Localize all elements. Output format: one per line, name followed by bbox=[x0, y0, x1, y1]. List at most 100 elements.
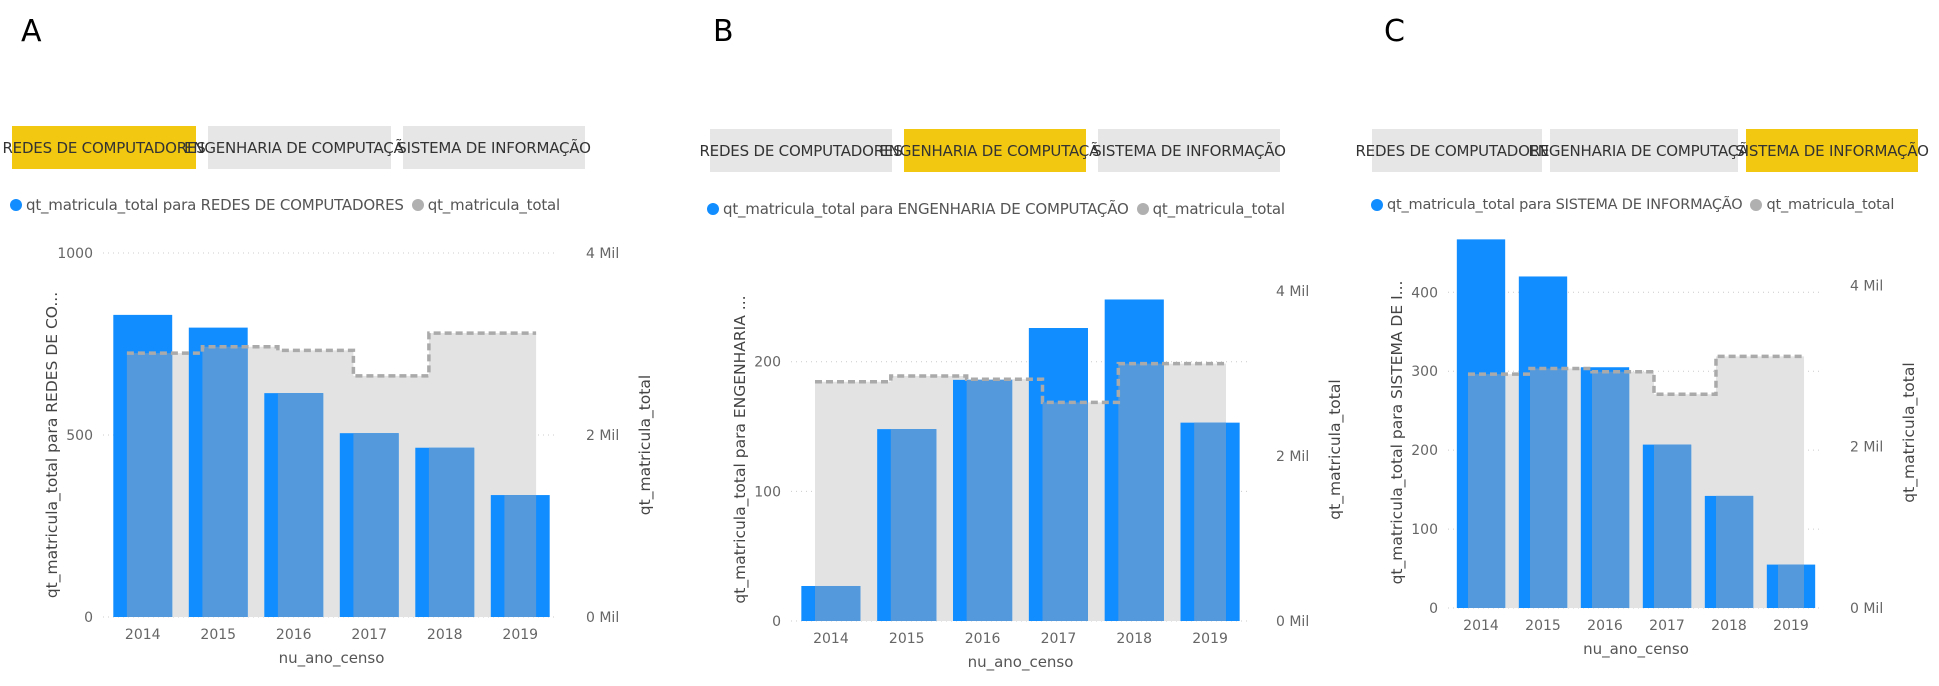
y-axis-title: qt_matricula_total para REDES DE CO... bbox=[43, 292, 62, 598]
bar-overlap bbox=[1591, 371, 1630, 608]
x-tick-label: 2017 bbox=[1041, 631, 1077, 647]
bar-overlap bbox=[126, 353, 173, 617]
slicer-button-engenharia[interactable]: ENGENHARIA DE COMPUTAÇÃO bbox=[1529, 129, 1760, 172]
panel-letter: A bbox=[21, 14, 42, 49]
combo-chart: 0 100 200 300 400 0 Mil 2 Mil 4 Mil 2014 2015 2016… bbox=[1388, 239, 1919, 659]
y-tick-label: 100 bbox=[754, 484, 781, 500]
slicer-button-engenharia[interactable]: ENGENHARIA DE COMPUTAÇÃO bbox=[880, 129, 1111, 172]
total-area bbox=[1467, 356, 1805, 608]
bar-overlap bbox=[1777, 564, 1805, 608]
x-tick-label: 2019 bbox=[1192, 631, 1228, 647]
course-slicer: REDES DE COMPUTADORES ENGENHARIA DE COMP… bbox=[1355, 129, 1929, 172]
y-tick-label: 0 bbox=[772, 614, 781, 630]
bar-overlap bbox=[1042, 402, 1088, 621]
legend-dot-icon bbox=[411, 199, 424, 211]
bar-overlap bbox=[1467, 374, 1506, 608]
legend-item-course[interactable]: qt_matricula_total para SISTEMA DE INFOR… bbox=[1369, 197, 1743, 213]
combo-chart: 0 100 200 0 Mil 2 Mil 4 Mil 2014 2015 2016 2017 20… bbox=[731, 284, 1345, 672]
legend-label: qt_matricula_total bbox=[1152, 200, 1285, 218]
bar-overlap bbox=[814, 585, 861, 621]
y-tick-label: 300 bbox=[1411, 364, 1438, 380]
bar-overlap bbox=[428, 447, 475, 617]
x-tick-label: 2019 bbox=[1773, 618, 1809, 634]
x-tick-label: 2014 bbox=[125, 627, 161, 643]
y2-tick-label: 0 Mil bbox=[1850, 601, 1883, 617]
legend: qt_matricula_total para SISTEMA DE INFOR… bbox=[1369, 197, 1900, 213]
legend-label: qt_matricula_total para ENGENHARIA DE CO… bbox=[723, 200, 1129, 218]
legend-dot-icon bbox=[1371, 199, 1383, 211]
y2-tick-label: 4 Mil bbox=[1276, 284, 1309, 300]
legend-dot-icon bbox=[1136, 203, 1149, 215]
y2-axis-title: qt_matricula_total bbox=[1900, 362, 1919, 502]
bar-overlap bbox=[1529, 368, 1568, 608]
bar-overlap bbox=[277, 393, 324, 617]
y-tick-label: 0 bbox=[1429, 601, 1438, 617]
y2-axis-title: qt_matricula_total bbox=[1326, 379, 1345, 519]
bar-overlap bbox=[1715, 495, 1754, 608]
y-tick-label: 200 bbox=[1411, 443, 1438, 459]
course-slicer: REDES DE COMPUTADORES ENGENHARIA DE COMP… bbox=[699, 129, 1286, 172]
slicer-button-sistema[interactable]: SISTEMA DE INFORMAÇÃO bbox=[1735, 129, 1929, 172]
legend-label: qt_matricula_total bbox=[1766, 197, 1895, 213]
y2-tick-label: 2 Mil bbox=[1850, 440, 1883, 456]
x-tick-label: 2018 bbox=[1116, 631, 1152, 647]
panel-c: C REDES DE COMPUTADORES ENGENHARIA DE CO… bbox=[1355, 0, 1939, 686]
x-tick-label: 2015 bbox=[200, 627, 236, 643]
y2-tick-label: 2 Mil bbox=[586, 428, 619, 444]
legend-dot-icon bbox=[10, 199, 22, 211]
legend-label: qt_matricula_total para REDES DE COMPUTA… bbox=[26, 196, 404, 214]
slicer-button-sistema[interactable]: SISTEMA DE INFORMAÇÃO bbox=[397, 126, 591, 169]
y-tick-label: 400 bbox=[1411, 285, 1438, 301]
legend-dot-icon bbox=[707, 203, 719, 215]
x-tick-label: 2015 bbox=[889, 631, 925, 647]
slicer-button-redes[interactable]: REDES DE COMPUTADORES bbox=[2, 126, 206, 169]
legend-label: qt_matricula_total bbox=[427, 196, 560, 214]
slicer-button-engenharia[interactable]: ENGENHARIA DE COMPUTAÇÃO bbox=[184, 126, 415, 169]
x-axis-title: nu_ano_censo bbox=[968, 653, 1074, 672]
y2-tick-label: 0 Mil bbox=[1276, 614, 1309, 630]
bar-overlap bbox=[966, 379, 1013, 621]
x-axis-title: nu_ano_censo bbox=[279, 649, 385, 668]
total-line bbox=[126, 331, 537, 378]
x-tick-label: 2018 bbox=[427, 627, 463, 643]
legend: qt_matricula_total para REDES DE COMPUTA… bbox=[8, 196, 566, 214]
y-tick-label: 200 bbox=[754, 355, 781, 371]
slicer-button-redes[interactable]: REDES DE COMPUTADORES bbox=[699, 129, 903, 172]
legend-item-total[interactable]: qt_matricula_total bbox=[410, 196, 560, 214]
x-tick-label: 2014 bbox=[1463, 618, 1499, 634]
bar-overlap bbox=[1118, 363, 1164, 621]
y2-tick-label: 4 Mil bbox=[586, 246, 619, 262]
course-slicer: REDES DE COMPUTADORES ENGENHARIA DE COMP… bbox=[2, 126, 591, 169]
bar-overlap bbox=[890, 429, 937, 621]
panel-letter: B bbox=[713, 14, 734, 49]
y-axis-title: qt_matricula_total para SISTEMA DE I... bbox=[1388, 281, 1407, 585]
y2-tick-label: 2 Mil bbox=[1276, 449, 1309, 465]
x-tick-label: 2016 bbox=[965, 631, 1001, 647]
legend-dot-icon bbox=[1750, 199, 1763, 211]
bar-overlap bbox=[1653, 444, 1692, 608]
total-line bbox=[814, 361, 1227, 405]
legend-item-course[interactable]: qt_matricula_total para REDES DE COMPUTA… bbox=[8, 196, 404, 214]
legend-item-course[interactable]: qt_matricula_total para ENGENHARIA DE CO… bbox=[705, 200, 1129, 218]
slicer-button-redes[interactable]: REDES DE COMPUTADORES bbox=[1355, 129, 1559, 172]
y2-tick-label: 4 Mil bbox=[1850, 278, 1883, 294]
total-area bbox=[126, 333, 537, 617]
legend-item-total[interactable]: qt_matricula_total bbox=[1135, 200, 1285, 218]
x-tick-label: 2019 bbox=[502, 627, 538, 643]
x-tick-label: 2016 bbox=[1587, 618, 1623, 634]
y-tick-label: 0 bbox=[84, 610, 93, 626]
x-tick-label: 2017 bbox=[351, 627, 387, 643]
x-tick-label: 2015 bbox=[1525, 618, 1561, 634]
bar-overlap bbox=[504, 495, 537, 617]
x-tick-label: 2014 bbox=[813, 631, 849, 647]
x-axis-title: nu_ano_censo bbox=[1583, 640, 1689, 659]
y-tick-label: 1000 bbox=[57, 246, 93, 262]
panel-b: B REDES DE COMPUTADORES ENGENHARIA DE CO… bbox=[690, 0, 1380, 686]
x-tick-label: 2018 bbox=[1711, 618, 1747, 634]
bar-overlap bbox=[353, 433, 399, 617]
legend-item-total[interactable]: qt_matricula_total bbox=[1748, 197, 1894, 213]
panel-a: A REDES DE COMPUTADORES ENGENHARIA DE CO… bbox=[0, 0, 690, 686]
bar-overlap bbox=[1194, 422, 1227, 621]
slicer-button-sistema[interactable]: SISTEMA DE INFORMAÇÃO bbox=[1092, 129, 1286, 172]
x-tick-label: 2017 bbox=[1649, 618, 1685, 634]
